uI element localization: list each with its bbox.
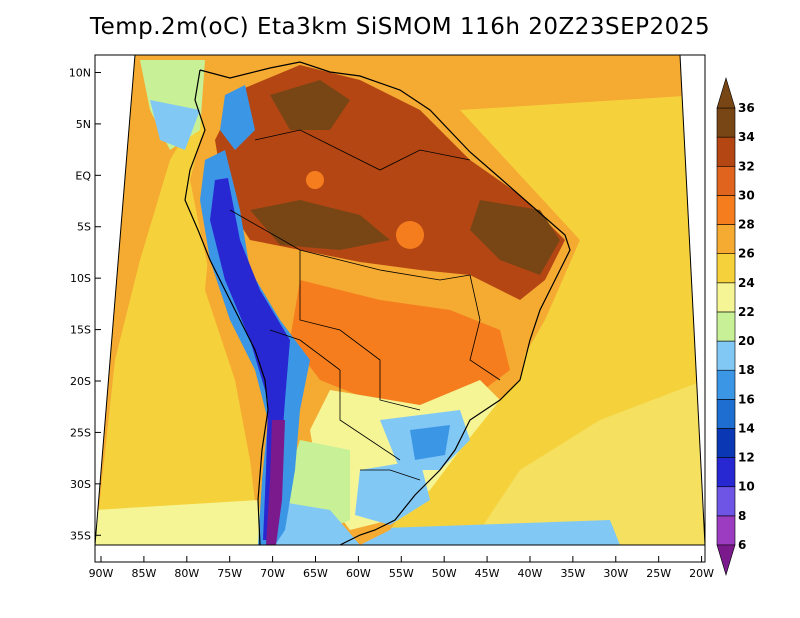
south-atlantic-cool-field: [330, 520, 620, 545]
y-tick-label: 10S: [70, 272, 91, 285]
southeast-cold-patch: [410, 425, 450, 460]
colorbar-swatch: [716, 165, 736, 196]
x-tick-label: 50W: [432, 567, 457, 580]
colorbar-swatch: [716, 486, 736, 517]
colorbar-label: 28: [738, 218, 755, 232]
political-borders: [229, 129, 501, 481]
x-tick-label: 30W: [603, 567, 628, 580]
y-tick-label: 25S: [70, 426, 91, 439]
south-atlantic-field: [470, 380, 705, 545]
colorbar-label: 34: [738, 130, 755, 144]
y-tick-label: 20S: [70, 375, 91, 388]
y-tick-label: EQ: [75, 169, 91, 182]
colorbar-under-arrow: [716, 544, 736, 577]
border-central: [299, 250, 421, 411]
border-venezuela: [254, 129, 471, 171]
x-tick-label: 20W: [689, 567, 714, 580]
patagonia-cool-zone: [265, 500, 360, 545]
x-tick-label: 60W: [346, 567, 371, 580]
x-tick-label: 45W: [475, 567, 500, 580]
colorbar-swatch: [716, 107, 736, 138]
colorbar-over-arrow: [716, 76, 736, 109]
x-tick-label: 70W: [260, 567, 285, 580]
andes-coldest-core: [266, 420, 285, 545]
x-tick-label: 35W: [560, 567, 585, 580]
colorbar-label: 10: [738, 480, 755, 494]
colorbar-swatch: [716, 340, 736, 371]
colorbar-label: 30: [738, 188, 755, 202]
border-north: [229, 209, 471, 281]
amazon-cooler-patch: [396, 221, 424, 249]
y-tick-label: 10N: [69, 66, 91, 79]
y-tick-label: 30S: [70, 478, 91, 491]
colorbar-label: 6: [738, 538, 746, 552]
x-tick-label: 80W: [174, 567, 199, 580]
colorbar-swatch: [716, 195, 736, 225]
colorbar-label: 24: [738, 276, 755, 290]
colorbar-swatch: [716, 224, 736, 254]
colorbar-label: 26: [738, 247, 755, 261]
y-tick-label: 5S: [77, 221, 91, 234]
colorbar-swatch: [716, 311, 736, 342]
northern-andes-cold: [220, 85, 255, 150]
border-uruguay: [360, 469, 421, 481]
amazon-hotspot: [250, 200, 390, 250]
border-paraguay: [339, 370, 401, 461]
chart-title: Temp.2m(oC) Eta3km SiSMOM 116h 20Z23SEP2…: [89, 14, 711, 40]
pacific-coastline: [184, 69, 269, 546]
colorbar-swatch: [716, 515, 736, 546]
colorbar-label: 32: [738, 159, 755, 173]
x-tick-label: 75W: [217, 567, 242, 580]
plot-frame: [94, 54, 706, 563]
colorbar-label: 14: [738, 421, 755, 435]
colorbar-label: 8: [738, 509, 746, 523]
y-tick-label: 35S: [70, 529, 91, 542]
colorbar-label: 16: [738, 392, 755, 406]
colorbar-swatch: [716, 282, 736, 313]
colorbar-swatch: [716, 136, 736, 167]
atlantic-coastline: [199, 61, 571, 546]
colorbar-label: 22: [738, 305, 755, 319]
southern-ocean-field: [95, 500, 270, 545]
colorbar-swatch: [716, 399, 736, 429]
x-tick-label: 85W: [131, 567, 156, 580]
y-tick-label: 5N: [76, 118, 91, 131]
colorbar-swatch: [716, 369, 736, 400]
andes-colder-core: [210, 178, 290, 540]
x-tick-label: 40W: [518, 567, 543, 580]
pacific-upwelling-field: [150, 100, 200, 150]
colorbar-swatch: [716, 253, 736, 284]
colorbar-label: 18: [738, 363, 755, 377]
colorbar-label: 12: [738, 451, 755, 465]
x-tick-label: 55W: [389, 567, 414, 580]
colorbar-swatch: [716, 428, 736, 458]
x-tick-label: 25W: [646, 567, 671, 580]
north-hotspot: [270, 80, 350, 130]
colorbar-label: 36: [738, 101, 755, 115]
x-tick-label: 90W: [89, 567, 114, 580]
coastlines: [184, 61, 571, 546]
colorbar-label: 20: [738, 334, 755, 348]
border-bolivia: [269, 329, 341, 371]
amazon-cooler-patch-2: [306, 171, 324, 189]
x-tick-label: 65W: [303, 567, 328, 580]
northeast-hotspot: [470, 200, 560, 275]
central-warm-zone: [290, 280, 510, 410]
uruguay-cool-zone: [355, 460, 430, 525]
colorbar-swatch: [716, 457, 736, 488]
border-state: [469, 274, 501, 381]
temperature-field: [95, 55, 705, 545]
pacific-coastal-field: [95, 110, 260, 545]
y-tick-label: 15S: [70, 324, 91, 337]
